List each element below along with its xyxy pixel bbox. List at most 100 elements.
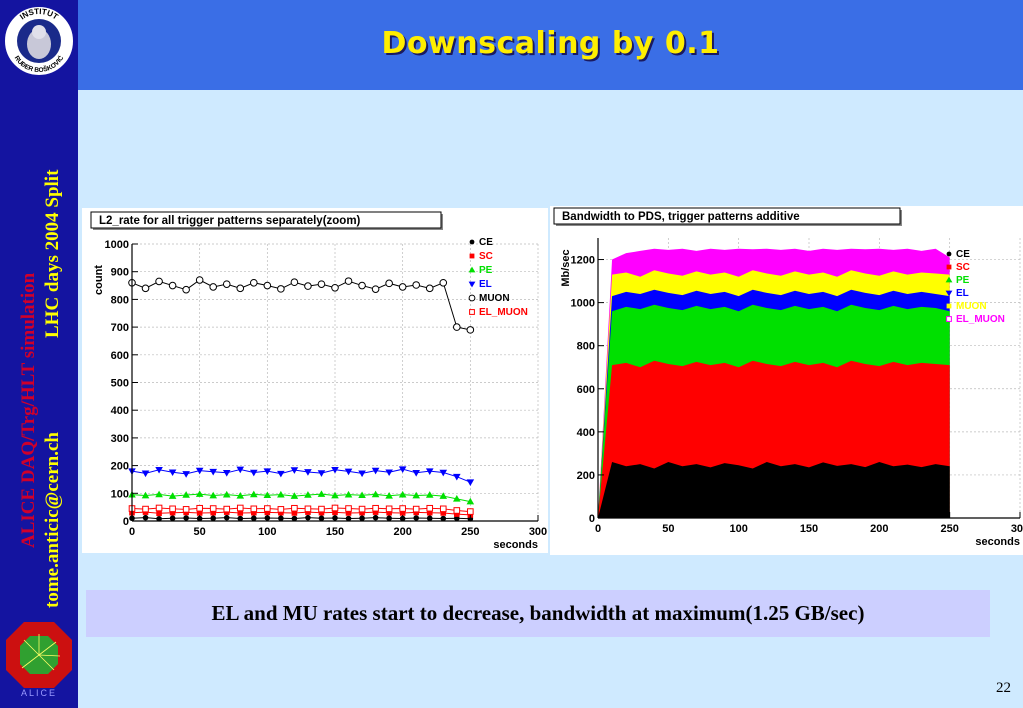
legend-marker-sc — [469, 253, 475, 259]
data-point-ce — [318, 515, 325, 522]
data-point-ce — [169, 515, 176, 522]
sidebar-text-email: tome.anticic@cern.ch — [42, 432, 63, 608]
data-point-pe — [182, 491, 190, 498]
data-point-el — [168, 469, 177, 477]
data-point-el — [453, 473, 461, 481]
data-point-sc — [237, 510, 244, 516]
data-point-el_muon — [345, 505, 352, 512]
legend-marker-pe — [945, 276, 953, 283]
data-point-el — [385, 469, 393, 477]
legend-marker-el — [468, 281, 476, 288]
data-point-pe — [371, 490, 380, 498]
data-point-el_muon — [412, 505, 420, 513]
y-tick-label: 200 — [111, 461, 129, 473]
data-point-muon — [344, 277, 353, 285]
legend-label-el_muon: EL_MUON — [956, 314, 1005, 325]
legend-marker-sc — [946, 264, 952, 270]
data-point-el_muon — [467, 508, 474, 515]
data-point-el — [195, 467, 204, 475]
data-point-ce — [156, 515, 162, 522]
data-point-muon — [466, 326, 475, 334]
data-point-el_muon — [385, 505, 393, 513]
series-area-ce — [598, 462, 950, 518]
data-point-el — [358, 470, 366, 478]
data-point-sc — [359, 509, 365, 516]
y-axis-label: Mb/sec — [560, 249, 572, 286]
data-point-muon — [385, 279, 393, 288]
data-point-ce — [426, 515, 433, 522]
data-point-el — [317, 470, 326, 477]
data-point-el_muon — [331, 504, 339, 512]
data-point-muon — [398, 283, 407, 291]
y-tick-label: 700 — [111, 322, 129, 334]
data-point-muon — [236, 284, 245, 293]
y-axis-label: count — [93, 265, 105, 295]
data-point-sc — [251, 509, 257, 516]
data-point-el_muon — [277, 506, 285, 513]
data-point-pe — [195, 490, 204, 497]
data-point-muon — [425, 284, 434, 293]
x-tick-label: 250 — [940, 523, 958, 535]
data-point-muon — [304, 282, 312, 290]
data-point-pe — [222, 490, 231, 498]
data-point-muon — [263, 281, 272, 290]
data-point-el_muon — [453, 507, 461, 514]
y-tick-label: 1000 — [571, 298, 595, 310]
y-tick-label: 100 — [111, 488, 129, 500]
data-point-el — [209, 468, 217, 476]
data-point-el_muon — [169, 505, 176, 513]
data-point-sc — [386, 509, 392, 516]
legend-label-pe: PE — [956, 275, 970, 286]
y-tick-label: 200 — [577, 470, 595, 482]
data-point-muon — [331, 283, 339, 292]
legend-label-ce: CE — [956, 249, 970, 260]
y-tick-label: 400 — [111, 405, 129, 417]
y-tick-label: 400 — [577, 427, 595, 439]
data-point-el — [371, 467, 380, 475]
legend-label-muon: MUON — [479, 293, 510, 304]
data-point-el_muon — [372, 504, 379, 512]
data-point-ce — [305, 514, 311, 521]
legend-marker-ce — [946, 251, 952, 257]
legend-marker-el_muon — [469, 309, 475, 315]
data-point-el — [141, 470, 150, 478]
x-tick-label: 100 — [729, 523, 747, 535]
data-point-el_muon — [155, 504, 163, 512]
data-point-el — [398, 466, 407, 474]
data-point-ce — [237, 515, 244, 522]
data-point-ce — [223, 514, 230, 521]
x-tick-label: 300 — [529, 526, 547, 538]
legend-label-el_muon: EL_MUON — [479, 307, 528, 318]
data-point-el — [344, 468, 353, 476]
legend-marker-el — [945, 290, 953, 297]
data-point-ce — [142, 514, 149, 521]
data-point-el_muon — [250, 505, 258, 513]
l2-rate-chart: L2_rate for all trigger patterns separat… — [82, 208, 548, 553]
title-bar — [78, 0, 1023, 90]
y-tick-label: 0 — [123, 516, 129, 528]
y-tick-label: 0 — [589, 513, 595, 525]
legend-marker-muon — [946, 303, 952, 309]
x-tick-label: 100 — [258, 526, 276, 538]
data-point-el_muon — [426, 504, 434, 512]
x-tick-label: 200 — [870, 523, 888, 535]
data-point-sc — [291, 510, 298, 516]
data-point-el — [222, 470, 231, 477]
legend-label-pe: PE — [479, 265, 493, 276]
data-point-ce — [278, 515, 284, 522]
data-point-pe — [290, 492, 299, 499]
data-point-pe — [304, 491, 312, 498]
slide-title: Downscaling by 0.1 — [381, 26, 720, 61]
data-point-ce — [345, 515, 352, 522]
alice-logo-text: ALICE — [21, 688, 57, 698]
bandwidth-chart: Bandwidth to PDS, trigger patterns addit… — [550, 206, 1023, 555]
data-point-el_muon — [304, 505, 312, 513]
data-point-pe — [263, 491, 272, 499]
x-tick-label: 0 — [129, 526, 135, 538]
data-point-sc — [210, 509, 216, 516]
data-point-muon — [141, 284, 150, 293]
data-point-ce — [359, 515, 365, 522]
data-point-ce — [413, 515, 420, 521]
institute-logo: INSTITUT RUĐER BOŠKOVIĆ — [3, 5, 75, 77]
data-point-muon — [195, 276, 204, 284]
